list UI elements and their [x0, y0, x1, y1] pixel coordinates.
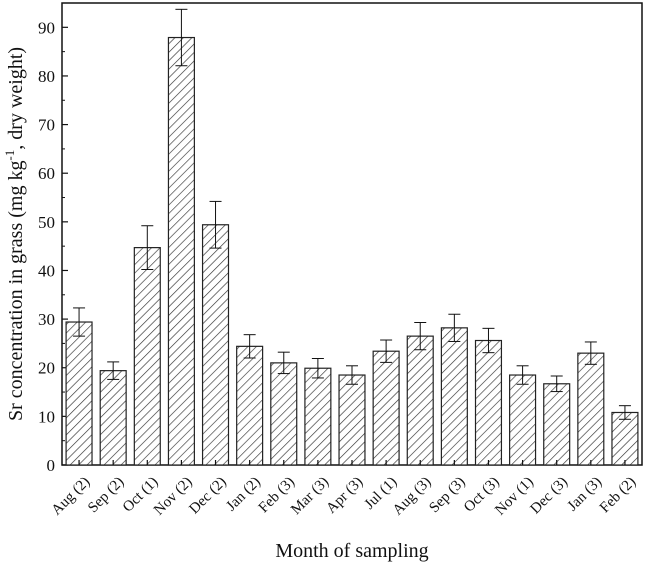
bar: [236, 345, 264, 466]
x-tick-label: Nov (1): [492, 474, 537, 519]
x-tick-label: Nov (2): [151, 474, 196, 519]
bars: [65, 8, 639, 466]
x-tick-label: Dec (2): [186, 474, 229, 517]
bar: [338, 374, 366, 466]
bar: [99, 370, 127, 466]
y-axis-title-superscript: -1: [2, 150, 17, 161]
bar: [474, 339, 503, 466]
x-tick-label: Jan (3): [565, 474, 605, 514]
bar: [509, 374, 537, 466]
y-axis: 0 10 20 30 40 50 60 70 80 90: [38, 2, 68, 475]
bar: [201, 224, 230, 466]
y-tick-label: 50: [38, 213, 55, 232]
y-tick-label: 20: [38, 359, 55, 378]
bar: [406, 335, 434, 466]
y-tick-label: 70: [38, 116, 55, 135]
bar: [304, 367, 332, 466]
y-tick-label: 40: [38, 261, 55, 280]
bar: [611, 411, 639, 466]
bar: [372, 350, 400, 466]
y-axis-title: Sr concentration in grass (mg kg-1, dry …: [2, 47, 27, 421]
y-tick-label: 80: [38, 67, 55, 86]
bar: [133, 247, 161, 466]
bar: [577, 352, 605, 466]
bar: [167, 36, 195, 466]
y-tick-label: 0: [47, 456, 56, 475]
y-axis-title-end: , dry weight): [5, 47, 27, 150]
x-axis: Aug (2)Sep (2)Oct (1)Nov (2)Dec (2)Jan (…: [49, 460, 639, 519]
x-tick-label: Mar (3): [288, 474, 332, 518]
y-tick-label: 30: [38, 310, 55, 329]
bar: [270, 362, 298, 466]
y-axis-title-main: Sr concentration in grass (mg kg: [5, 161, 27, 422]
y-tick-label: 60: [38, 164, 55, 183]
x-tick-label: Aug (2): [49, 474, 94, 519]
y-tick-label: 90: [38, 18, 55, 37]
bar: [440, 327, 468, 466]
y-tick-label: 10: [38, 407, 55, 426]
x-tick-label: Apr (3): [323, 474, 366, 517]
x-axis-title: Month of sampling: [275, 540, 428, 562]
bar: [65, 321, 93, 466]
x-tick-label: Aug (3): [390, 474, 435, 519]
x-tick-label: Sep (3): [426, 474, 468, 516]
x-tick-label: Jan (2): [223, 474, 263, 514]
x-tick-label: Sep (2): [85, 474, 127, 516]
x-tick-label: Dec (3): [528, 474, 571, 517]
x-tick-label: Feb (2): [597, 474, 639, 516]
bar: [543, 383, 571, 466]
